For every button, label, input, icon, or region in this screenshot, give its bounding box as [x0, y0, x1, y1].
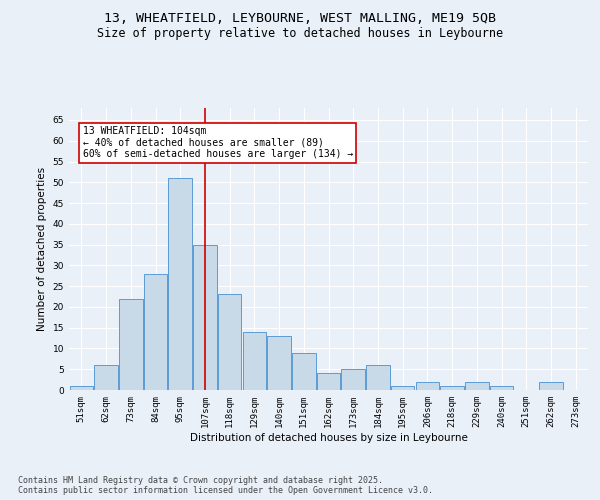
- Text: 13 WHEATFIELD: 104sqm
← 40% of detached houses are smaller (89)
60% of semi-deta: 13 WHEATFIELD: 104sqm ← 40% of detached …: [83, 126, 353, 160]
- Bar: [242, 332, 266, 390]
- Text: 13, WHEATFIELD, LEYBOURNE, WEST MALLING, ME19 5QB: 13, WHEATFIELD, LEYBOURNE, WEST MALLING,…: [104, 12, 496, 26]
- Text: Contains HM Land Registry data © Crown copyright and database right 2025.
Contai: Contains HM Land Registry data © Crown c…: [18, 476, 433, 495]
- Bar: [119, 298, 143, 390]
- Y-axis label: Number of detached properties: Number of detached properties: [37, 166, 47, 331]
- Bar: [440, 386, 464, 390]
- Bar: [292, 352, 316, 390]
- Bar: [169, 178, 192, 390]
- Text: Size of property relative to detached houses in Leybourne: Size of property relative to detached ho…: [97, 28, 503, 40]
- Bar: [416, 382, 439, 390]
- Bar: [70, 386, 93, 390]
- Bar: [144, 274, 167, 390]
- Bar: [465, 382, 488, 390]
- Bar: [366, 365, 389, 390]
- Bar: [268, 336, 291, 390]
- Bar: [94, 365, 118, 390]
- Bar: [539, 382, 563, 390]
- Bar: [317, 374, 340, 390]
- X-axis label: Distribution of detached houses by size in Leybourne: Distribution of detached houses by size …: [190, 432, 467, 442]
- Bar: [391, 386, 415, 390]
- Bar: [490, 386, 513, 390]
- Bar: [193, 244, 217, 390]
- Bar: [341, 369, 365, 390]
- Bar: [218, 294, 241, 390]
